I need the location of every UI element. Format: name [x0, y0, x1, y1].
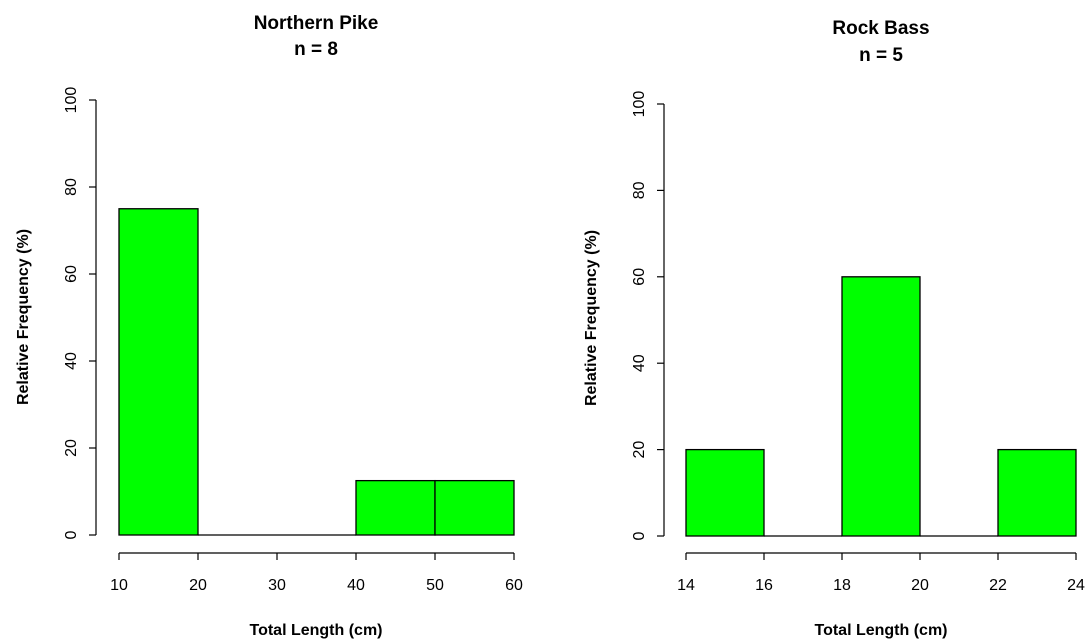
chart-subtitle: n = 5: [859, 45, 903, 66]
histogram-rock-bass: Rock Bass n = 5 Total Length (cm) Relati…: [583, 18, 1085, 639]
x-tick-label: 20: [911, 577, 929, 594]
y-axis: 0 20 40 60 80 100: [631, 91, 665, 540]
y-tick-label: 80: [631, 181, 648, 199]
x-tick-label: 50: [426, 577, 444, 594]
histogram-bar: [434, 479, 515, 536]
x-tick-label: 10: [110, 577, 128, 594]
x-tick-label: 14: [677, 577, 695, 594]
x-axis: 10 20 30 40 50 60: [110, 552, 523, 594]
chart-title: Rock Bass: [832, 18, 929, 39]
y-tick-label: 0: [63, 530, 80, 539]
y-tick-label: 60: [631, 268, 648, 286]
y-tick-label: 20: [631, 441, 648, 459]
y-tick-label: 100: [63, 87, 80, 114]
y-tick-label: 40: [63, 352, 80, 370]
histogram-bar: [355, 479, 436, 536]
y-tick-label: 40: [631, 354, 648, 372]
x-tick-label: 40: [347, 577, 365, 594]
chart-title: Northern Pike: [254, 13, 379, 34]
y-axis-label: Relative Frequency (%): [15, 229, 32, 405]
y-tick-label: 100: [631, 91, 648, 118]
y-tick-label: 0: [631, 531, 648, 540]
y-tick-label: 60: [63, 265, 80, 283]
x-tick-label: 20: [189, 577, 207, 594]
x-axis-label: Total Length (cm): [814, 622, 947, 639]
x-tick-label: 60: [505, 577, 523, 594]
x-axis-label: Total Length (cm): [249, 622, 382, 639]
bars: [685, 276, 1077, 537]
y-tick-label: 80: [63, 178, 80, 196]
y-axis: 0 20 40 60 80 100: [63, 87, 97, 539]
x-tick-label: 30: [268, 577, 286, 594]
y-axis-label: Relative Frequency (%): [583, 230, 600, 406]
histogram-bar: [997, 448, 1077, 537]
x-tick-label: 22: [989, 577, 1007, 594]
histogram-bar: [685, 448, 765, 537]
x-tick-label: 16: [755, 577, 773, 594]
histogram-northern-pike: Northern Pike n = 8 Total Length (cm) Re…: [15, 13, 523, 639]
histogram-bar: [841, 276, 921, 537]
x-tick-label: 24: [1067, 577, 1085, 594]
x-tick-label: 18: [833, 577, 851, 594]
x-axis: 14 16 18 20 22 24: [677, 552, 1085, 594]
y-tick-label: 20: [63, 439, 80, 457]
histogram-bar: [118, 208, 199, 536]
bars: [118, 208, 515, 536]
chart-subtitle: n = 8: [294, 39, 338, 60]
